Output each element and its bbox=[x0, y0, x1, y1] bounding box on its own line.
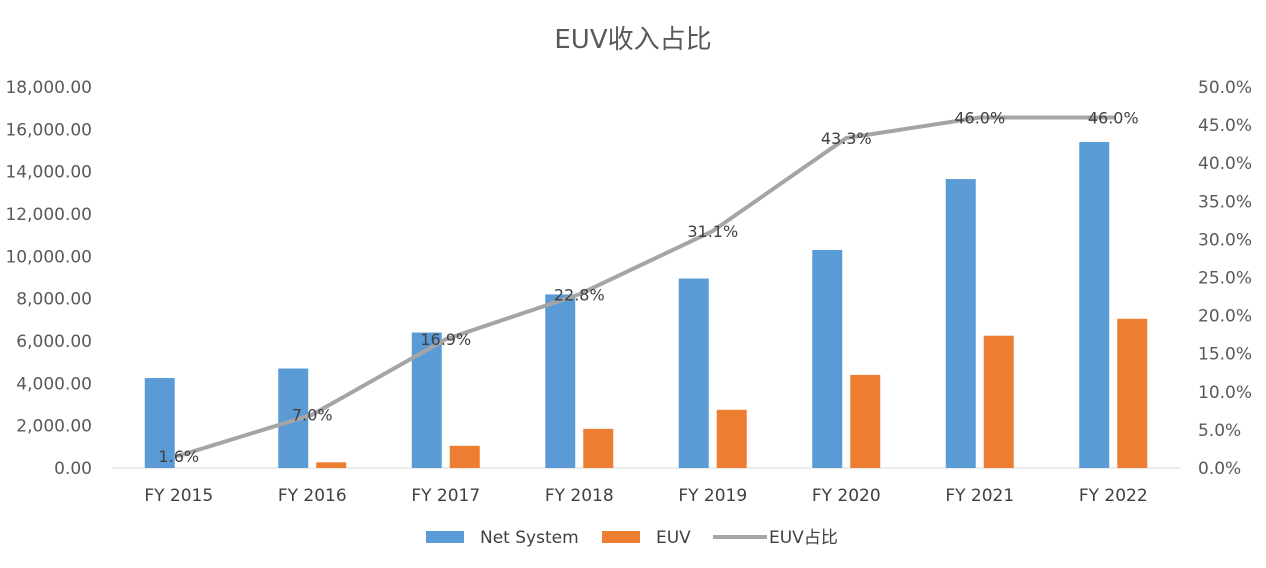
net-system-bar bbox=[411, 332, 442, 468]
y-left-tick-label: 2,000.00 bbox=[16, 417, 92, 437]
euv-bar bbox=[983, 335, 1014, 468]
euv-bar bbox=[850, 374, 881, 468]
x-tick-label: FY 2015 bbox=[144, 486, 213, 506]
y-right-tick-label: 40.0% bbox=[1198, 154, 1252, 174]
euv-share-data-label: 43.3% bbox=[821, 129, 872, 148]
line-series: 1.6% 7.0% 16.9% 22.8% 31.1% 43.3% 46.0% 46.0% bbox=[158, 108, 1138, 465]
y-right-tick-label: 25.0% bbox=[1198, 269, 1252, 289]
legend-swatch bbox=[602, 531, 640, 543]
euv-share-data-label: 22.8% bbox=[554, 285, 605, 304]
y-left-tick-label: 12,000.00 bbox=[5, 205, 92, 225]
net-system-bar bbox=[1079, 142, 1110, 469]
net-system-bar bbox=[678, 278, 709, 468]
y-right-tick-label: 45.0% bbox=[1198, 116, 1252, 136]
legend-label: Net System bbox=[480, 528, 579, 548]
euv-bar bbox=[316, 462, 347, 468]
y-right-axis: 0.0% 5.0% 10.0% 15.0% 20.0% 25.0% 30.0% 35.0% 40… bbox=[1198, 78, 1252, 479]
euv-bar bbox=[716, 409, 747, 468]
y-left-tick-label: 0.00 bbox=[54, 459, 92, 479]
y-left-tick-label: 4,000.00 bbox=[16, 374, 92, 394]
euv-bar bbox=[583, 428, 614, 468]
y-right-tick-label: 10.0% bbox=[1198, 383, 1252, 403]
y-right-tick-label: 35.0% bbox=[1198, 192, 1252, 212]
x-tick-label: FY 2020 bbox=[812, 486, 881, 506]
y-left-tick-label: 18,000.00 bbox=[5, 78, 92, 98]
net-system-bar bbox=[945, 179, 976, 468]
legend-label: EUV占比 bbox=[769, 528, 838, 548]
x-tick-label: FY 2016 bbox=[278, 486, 347, 506]
euv-share-line bbox=[176, 115, 1116, 458]
y-right-tick-label: 20.0% bbox=[1198, 307, 1252, 327]
y-left-tick-label: 14,000.00 bbox=[5, 163, 92, 183]
x-tick-label: FY 2017 bbox=[411, 486, 480, 506]
y-left-tick-label: 10,000.00 bbox=[5, 247, 92, 267]
euv-share-data-label: 46.0% bbox=[954, 108, 1005, 127]
y-right-tick-label: 30.0% bbox=[1198, 230, 1252, 250]
chart-title: EUV收入占比 bbox=[554, 25, 711, 55]
euv-bar bbox=[1117, 318, 1148, 468]
x-tick-label: FY 2019 bbox=[678, 486, 747, 506]
euv-share-data-label: 1.6% bbox=[158, 447, 199, 466]
euv-share-data-label: 16.9% bbox=[420, 330, 471, 349]
y-right-tick-label: 0.0% bbox=[1198, 459, 1241, 479]
bar-series bbox=[144, 142, 1148, 469]
y-right-tick-label: 50.0% bbox=[1198, 78, 1252, 98]
x-tick-label: FY 2018 bbox=[545, 486, 614, 506]
legend-swatch bbox=[426, 531, 464, 543]
legend-label: EUV bbox=[656, 528, 691, 548]
net-system-bar bbox=[144, 378, 175, 468]
euv-share-data-label: 31.1% bbox=[687, 222, 738, 241]
y-left-tick-label: 6,000.00 bbox=[16, 332, 92, 352]
y-right-tick-label: 5.0% bbox=[1198, 421, 1241, 441]
y-left-axis: 0.00 2,000.00 4,000.00 6,000.00 8,000.00 10,0… bbox=[5, 78, 92, 479]
x-tick-label: FY 2021 bbox=[945, 486, 1014, 506]
euv-bar bbox=[449, 445, 480, 468]
net-system-bar bbox=[812, 249, 843, 468]
euv-share-data-label: 46.0% bbox=[1088, 108, 1139, 127]
net-system-bar bbox=[545, 294, 576, 468]
y-left-tick-label: 8,000.00 bbox=[16, 290, 92, 310]
x-axis: FY 2015 FY 2016 FY 2017 FY 2018 FY 2019 FY 20… bbox=[144, 486, 1147, 506]
euv-share-data-label: 7.0% bbox=[292, 406, 333, 425]
y-right-tick-label: 15.0% bbox=[1198, 345, 1252, 365]
x-tick-label: FY 2022 bbox=[1079, 486, 1148, 506]
y-left-tick-label: 16,000.00 bbox=[5, 120, 92, 140]
legend: Net System EUV EUV占比 bbox=[426, 528, 838, 548]
